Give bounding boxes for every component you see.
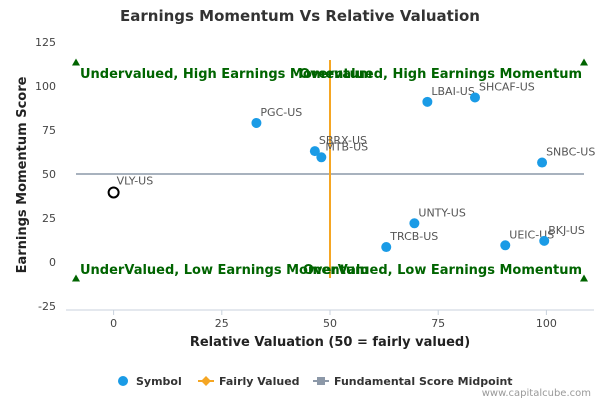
chart-title: Earnings Momentum Vs Relative Valuation	[120, 7, 480, 25]
point-pgc-us[interactable]: PGC-US	[251, 106, 302, 128]
y-tick-label: 75	[42, 124, 56, 137]
y-tick-label: 125	[35, 36, 56, 49]
credit-text: www.capitalcube.com	[482, 388, 591, 399]
y-axis-ticks: -25 0 25 50 75 100 125	[35, 36, 56, 313]
legend-symbol-label: Symbol	[136, 375, 182, 388]
point-bkj-us[interactable]: BKJ-US	[539, 224, 585, 246]
x-axis-ticks: 0 25 50 75 100	[110, 310, 557, 330]
legend-item-symbol[interactable]: Symbol	[118, 375, 182, 388]
y-axis-title: Earnings Momentum Score	[15, 76, 30, 273]
x-tick-label: 25	[215, 317, 229, 330]
legend: Symbol Fairly Valued Fundamental Score M…	[118, 375, 513, 388]
point-label: SNBC-US	[546, 146, 595, 159]
arrow-icon	[72, 58, 80, 66]
point-label: SBRX-US	[319, 134, 367, 147]
point-label: MTB-US	[325, 140, 368, 153]
legend-symbol-marker	[118, 376, 128, 386]
point-label: UNTY-US	[418, 206, 465, 219]
point-vly-us[interactable]: VLY-US	[107, 174, 154, 199]
point-marker	[316, 152, 327, 163]
y-tick-label: -25	[38, 300, 56, 313]
legend-fairly-valued-label: Fairly Valued	[219, 375, 300, 388]
point-trcb-us[interactable]: TRCB-US	[381, 230, 438, 253]
legend-midpoint-label: Fundamental Score Midpoint	[334, 375, 513, 388]
y-tick-label: 100	[35, 80, 56, 93]
point-marker	[409, 218, 420, 229]
y-tick-label: 25	[42, 212, 56, 225]
point-sbrx-us[interactable]: SBRX-US	[309, 134, 367, 157]
quadrant-label-top-right: Overvalued, High Earnings Momentum	[299, 67, 582, 82]
point-shcaf-us[interactable]: SHCAF-US	[469, 80, 535, 103]
point-label: SHCAF-US	[479, 80, 535, 93]
point-marker	[537, 157, 548, 168]
point-unty-us[interactable]: UNTY-US	[409, 206, 466, 229]
legend-item-midpoint[interactable]: Fundamental Score Midpoint	[313, 375, 513, 388]
arrow-icon	[580, 58, 588, 66]
x-axis-title: Relative Valuation (50 = fairly valued)	[190, 335, 470, 350]
legend-midpoint-marker	[317, 377, 325, 385]
point-label: BKJ-US	[548, 224, 585, 237]
arrow-icon	[580, 274, 588, 282]
point-label: TRCB-US	[389, 230, 438, 243]
x-tick-label: 0	[110, 317, 117, 330]
point-lbai-us[interactable]: LBAI-US	[422, 85, 475, 107]
point-mtb-us[interactable]: MTB-US	[316, 140, 368, 163]
point-marker	[422, 96, 433, 107]
legend-fairly-valued-marker	[201, 376, 211, 386]
x-tick-label: 75	[431, 317, 445, 330]
quadrant-label-bottom-right: OverValued, Low Earnings Momentum	[303, 263, 582, 278]
y-tick-label: 0	[49, 256, 56, 269]
point-label: PGC-US	[260, 106, 302, 119]
x-tick-label: 50	[323, 317, 337, 330]
point-label: LBAI-US	[431, 85, 474, 98]
point-marker	[309, 146, 320, 157]
quadrant-label-top-left: Undervalued, High Earnings Momentum	[80, 67, 372, 82]
point-marker	[251, 117, 262, 128]
x-tick-label: 100	[536, 317, 557, 330]
point-marker	[539, 235, 550, 246]
quadrant-label-bottom-left: UnderValued, Low Earnings Momentum	[80, 263, 369, 278]
arrow-icon	[72, 274, 80, 282]
legend-item-fairly-valued[interactable]: Fairly Valued	[198, 375, 300, 388]
y-tick-label: 50	[42, 168, 56, 181]
point-marker	[469, 92, 480, 103]
highlight-point-marker	[107, 186, 120, 199]
point-marker	[381, 242, 392, 253]
highlight-point-label: VLY-US	[117, 174, 154, 187]
point-snbc-us[interactable]: SNBC-US	[537, 146, 595, 168]
quadrant-corner-arrows	[72, 58, 588, 282]
point-marker	[500, 240, 511, 251]
